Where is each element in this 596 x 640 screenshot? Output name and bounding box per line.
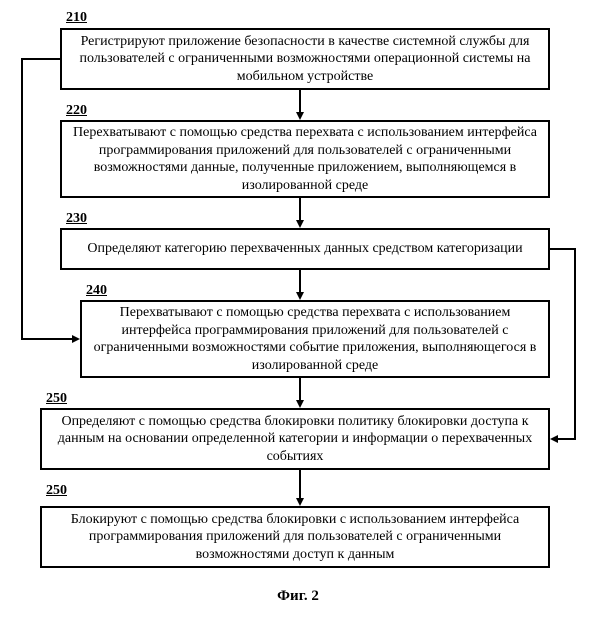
step-text-220: Перехватывают с помощью средства перехва… — [72, 124, 538, 194]
step-box-220: Перехватывают с помощью средства перехва… — [60, 120, 550, 198]
step-label-230: 230 — [66, 211, 87, 227]
flowchart-canvas: 210 Регистрируют приложение безопасности… — [0, 0, 596, 640]
step-label-220: 220 — [66, 103, 87, 119]
step-box-250b: Блокируют с помощью средства блокировки … — [40, 506, 550, 568]
step-label-250a: 250 — [46, 391, 67, 407]
step-box-210: Регистрируют приложение безопасности в к… — [60, 28, 550, 90]
step-text-250b: Блокируют с помощью средства блокировки … — [52, 511, 538, 564]
arrow-loop-left — [22, 59, 78, 339]
arrow-loop-right — [550, 249, 575, 439]
figure-caption: Фиг. 2 — [0, 588, 596, 605]
step-box-250a: Определяют с помощью средства блокировки… — [40, 408, 550, 470]
step-label-250b: 250 — [46, 483, 67, 499]
step-text-240: Перехватывают с помощью средства перехва… — [92, 304, 538, 374]
step-box-240: Перехватывают с помощью средства перехва… — [80, 300, 550, 378]
step-label-210: 210 — [66, 10, 87, 26]
step-text-250a: Определяют с помощью средства блокировки… — [52, 413, 538, 466]
step-text-230: Определяют категорию перехваченных данны… — [87, 240, 522, 258]
step-label-240: 240 — [86, 283, 107, 299]
step-text-210: Регистрируют приложение безопасности в к… — [72, 33, 538, 86]
step-box-230: Определяют категорию перехваченных данны… — [60, 228, 550, 270]
